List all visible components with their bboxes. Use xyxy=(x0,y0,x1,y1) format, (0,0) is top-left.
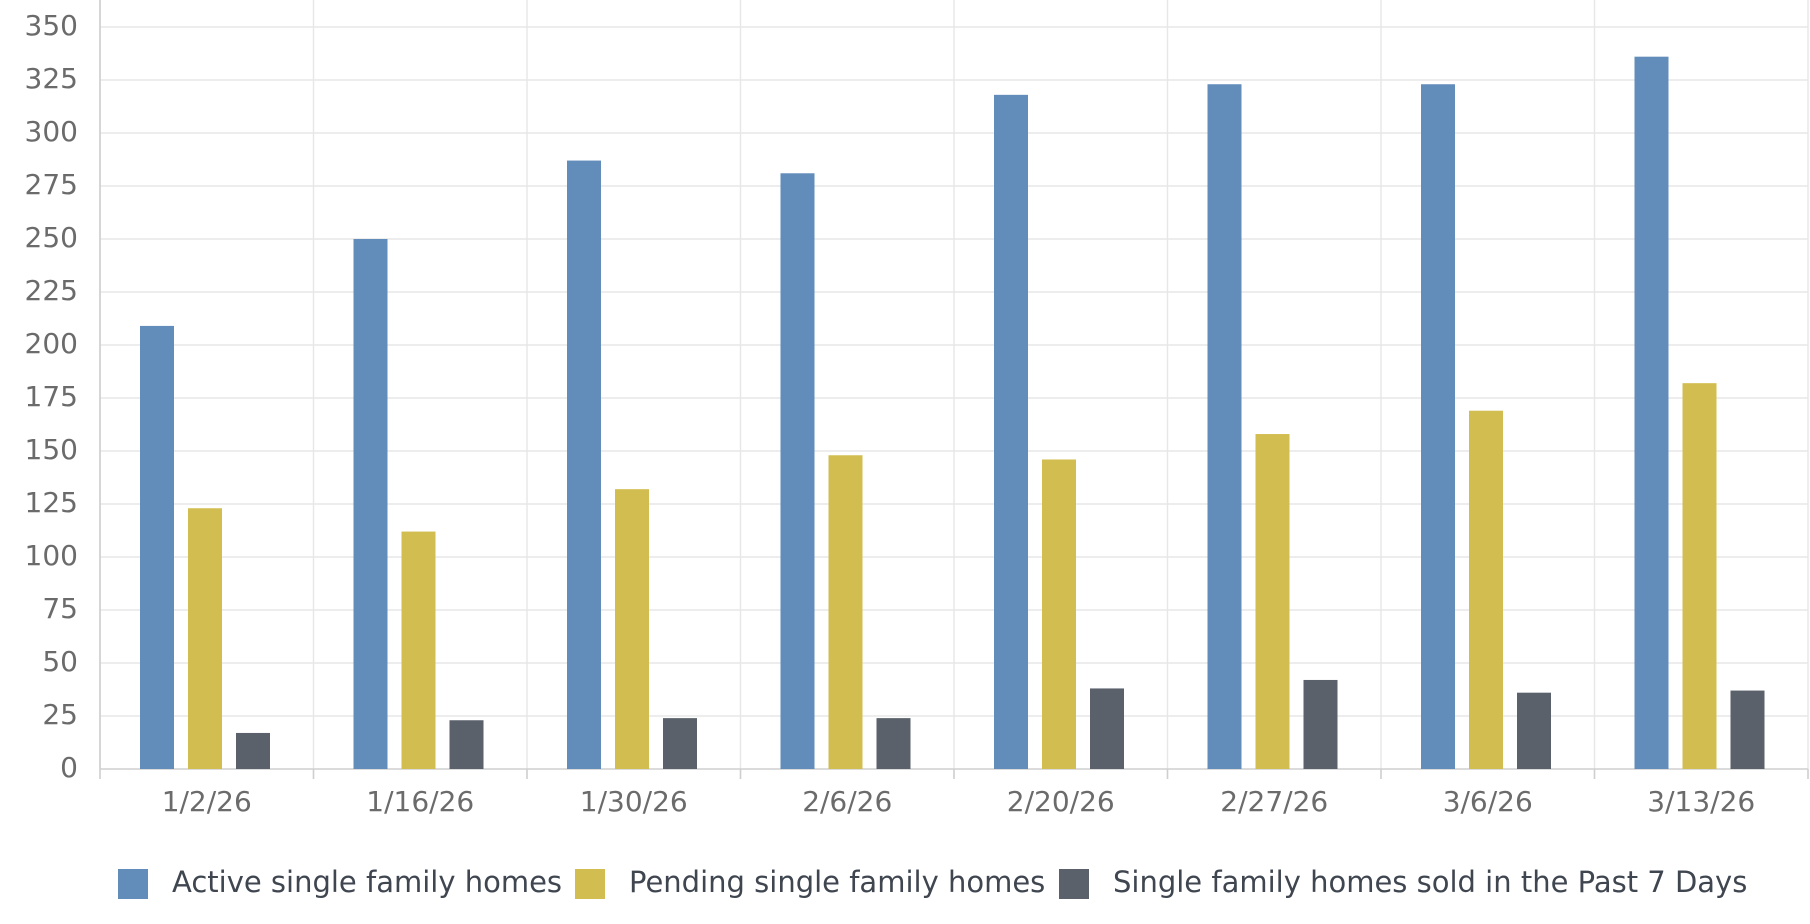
bar-pending-7[interactable]: Pending single family homes 3/13/26: 182 xyxy=(1682,383,1717,769)
legend-item-pending[interactable]: Pending single family homes xyxy=(575,865,1045,899)
y-tick-label: 350 xyxy=(25,9,78,42)
bar-pending-6[interactable]: Pending single family homes 3/6/26: 169 xyxy=(1469,410,1503,769)
bar-sold-2[interactable]: Single family homes sold in the Past 7 D… xyxy=(663,718,697,769)
bar-pending-2[interactable]: Pending single family homes 1/30/26: 132 xyxy=(615,489,649,769)
x-tick-label: 1/16/26 xyxy=(366,785,474,818)
y-tick-label: 275 xyxy=(25,168,78,201)
x-tick-label: 3/13/26 xyxy=(1647,785,1755,818)
bars: Active single family homes 1/2/26: 209 Pe… xyxy=(140,56,1765,770)
bar-active-3[interactable]: Active single family homes 2/6/26: 281 xyxy=(780,173,815,769)
legend-label: Pending single family homes xyxy=(629,865,1045,899)
y-axis-ticks: 0 25 50 75 100 125 150 175 200 225 250 275 300 325 350 xyxy=(25,9,78,784)
bar-pending-3[interactable]: Pending single family homes 2/6/26: 148 xyxy=(828,455,863,769)
bar-active-2[interactable]: Active single family homes 1/30/26: 287 xyxy=(567,160,601,769)
y-tick-label: 200 xyxy=(25,327,78,360)
x-tick-label: 3/6/26 xyxy=(1443,785,1533,818)
bar-pending-0[interactable]: Pending single family homes 1/2/26: 123 xyxy=(188,508,222,769)
bar-active-1[interactable]: Active single family homes 1/16/26: 250 xyxy=(353,239,388,769)
y-tick-label: 0 xyxy=(60,751,78,784)
y-tick-label: 50 xyxy=(42,645,78,678)
bar-active-5[interactable]: Active single family homes 2/27/26: 323 xyxy=(1207,84,1242,770)
x-tick-label: 1/30/26 xyxy=(580,785,688,818)
y-tick-label: 250 xyxy=(25,221,78,254)
x-tick-label: 2/6/26 xyxy=(802,785,892,818)
y-tick-label: 25 xyxy=(42,698,78,731)
y-tick-label: 75 xyxy=(42,592,78,625)
legend-item-active[interactable]: Active single family homes xyxy=(118,865,562,899)
bar-pending-4[interactable]: Pending single family homes 2/20/26: 146 xyxy=(1042,459,1076,769)
y-tick-label: 300 xyxy=(25,115,78,148)
bar-pending-5[interactable]: Pending single family homes 2/27/26: 158 xyxy=(1255,434,1290,769)
bar-active-0[interactable]: Active single family homes 1/2/26: 209 xyxy=(140,325,174,769)
x-axis-ticks: 1/2/26 1/16/26 1/30/26 2/6/26 2/20/26 2/27/26… xyxy=(162,785,1756,818)
bar-sold-4[interactable]: Single family homes sold in the Past 7 D… xyxy=(1090,688,1124,769)
bar-active-7[interactable]: Active single family homes 3/13/26: 336 xyxy=(1634,56,1669,770)
y-tick-label: 225 xyxy=(25,274,78,307)
y-tick-label: 125 xyxy=(25,486,78,519)
bar-sold-0[interactable]: Single family homes sold in the Past 7 D… xyxy=(236,732,270,769)
bar-sold-6[interactable]: Single family homes sold in the Past 7 D… xyxy=(1517,692,1551,769)
bar-pending-1[interactable]: Pending single family homes 1/16/26: 112 xyxy=(401,531,436,769)
x-tick-label: 2/20/26 xyxy=(1007,785,1115,818)
legend-item-sold[interactable]: Single family homes sold in the Past 7 D… xyxy=(1059,865,1747,899)
legend-swatch xyxy=(118,869,148,899)
y-tick-label: 100 xyxy=(25,539,78,572)
x-tick-label: 2/27/26 xyxy=(1220,785,1328,818)
bar-sold-1[interactable]: Single family homes sold in the Past 7 D… xyxy=(449,720,484,769)
legend-label: Active single family homes xyxy=(172,865,562,899)
bar-active-4[interactable]: Active single family homes 2/20/26: 318 xyxy=(994,94,1028,770)
bar-sold-5[interactable]: Single family homes sold in the Past 7 D… xyxy=(1303,679,1338,769)
bar-sold-7[interactable]: Single family homes sold in the Past 7 D… xyxy=(1730,690,1765,769)
legend-swatch xyxy=(575,869,605,899)
legend-label: Single family homes sold in the Past 7 D… xyxy=(1113,865,1747,899)
legend: Active single family homes Pending single… xyxy=(118,865,1747,899)
y-tick-label: 175 xyxy=(25,380,78,413)
y-tick-label: 325 xyxy=(25,62,78,95)
y-tick-label: 150 xyxy=(25,433,78,466)
bar-active-6[interactable]: Active single family homes 3/6/26: 323 xyxy=(1421,84,1455,770)
x-tick-label: 1/2/26 xyxy=(162,785,252,818)
legend-swatch xyxy=(1059,869,1089,899)
bar-sold-3[interactable]: Single family homes sold in the Past 7 D… xyxy=(876,718,911,769)
